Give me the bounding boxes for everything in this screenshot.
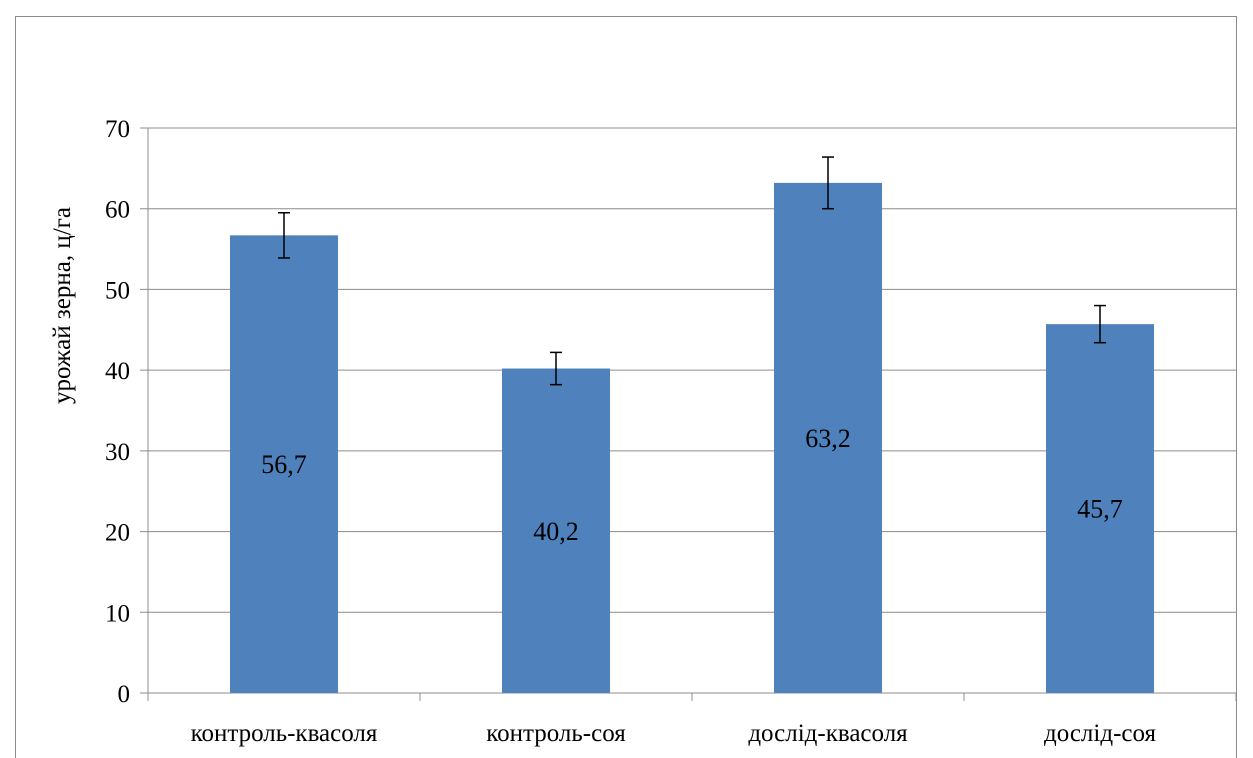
- y-tick-label-30: 30: [105, 439, 130, 466]
- y-axis-title: урожай зерна, ц/га: [49, 207, 76, 404]
- data-label-1: 56,7: [261, 450, 307, 479]
- y-tick-label-0: 0: [118, 681, 131, 708]
- labels: 0 10 20 30 40 50 60 70 56,7 контроль-квасоля 40,2 к…: [105, 116, 1157, 747]
- y-tick-label-60: 60: [105, 197, 130, 224]
- bar-3: [774, 182, 882, 693]
- y-tick-label-50: 50: [105, 277, 130, 304]
- error-bars: [278, 156, 1106, 386]
- category-label-2: контроль-соя: [486, 720, 626, 747]
- category-label-1: контроль-квасоля: [191, 720, 378, 747]
- chart-frame: [15, 16, 1237, 758]
- data-label-2: 40,2: [533, 517, 579, 546]
- data-label-4: 45,7: [1077, 495, 1123, 524]
- data-label-3: 63,2: [805, 424, 851, 453]
- category-label-4: дослід-соя: [1044, 720, 1157, 747]
- bar-2: [502, 368, 610, 693]
- y-tick-label-40: 40: [105, 358, 130, 385]
- y-tick-label-10: 10: [105, 600, 130, 627]
- y-tick-label-20: 20: [105, 520, 130, 547]
- y-tick-label-70: 70: [105, 116, 130, 143]
- bar-4: [1046, 324, 1154, 693]
- bar-1: [230, 235, 338, 693]
- bars: [230, 182, 1154, 693]
- category-label-3: дослід-квасоля: [748, 720, 908, 747]
